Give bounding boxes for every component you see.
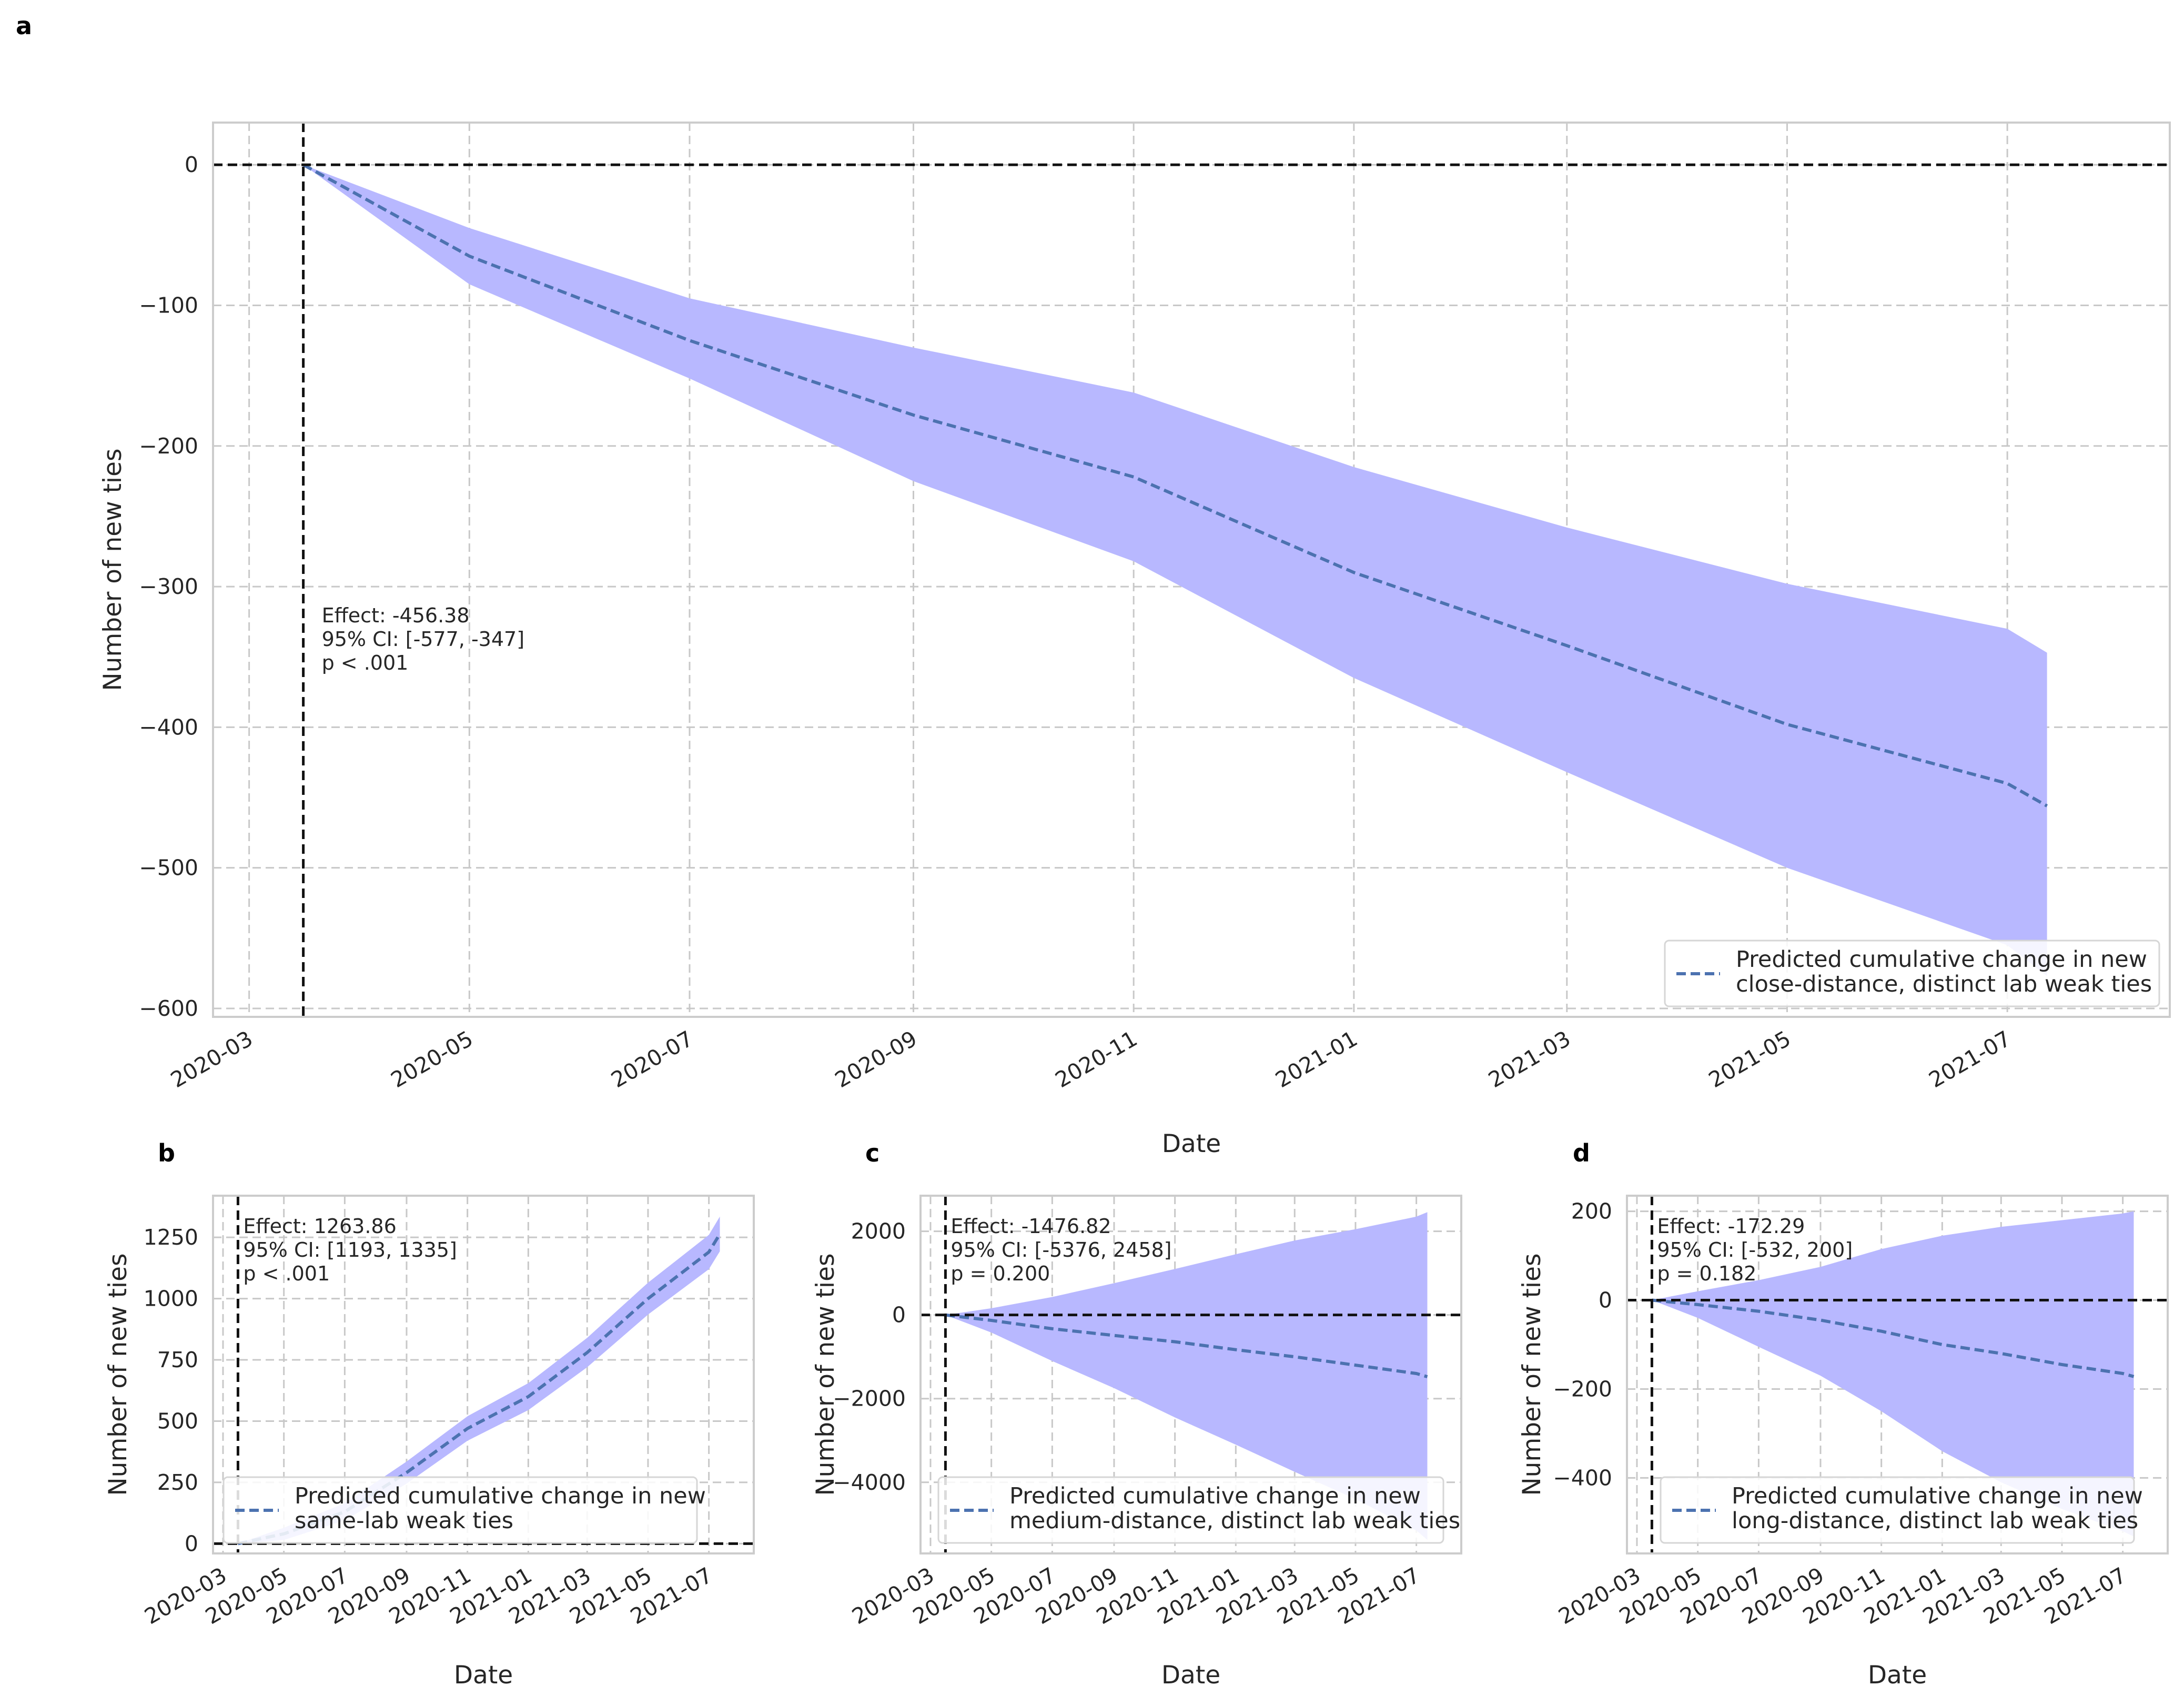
y-tick-label: 0 — [1599, 1288, 1612, 1313]
effect-annotation: p < .001 — [322, 651, 409, 674]
effect-annotation: 95% CI: [-532, 200] — [1657, 1238, 1853, 1261]
panel-b: b0250500750100012502020-032020-052020-07… — [104, 1139, 755, 1686]
x-tick-label: 2020-03 — [166, 1026, 257, 1093]
x-tick-label: 2021-05 — [1704, 1026, 1795, 1093]
x-tick-label: 2020-05 — [387, 1026, 477, 1093]
effect-annotation: p < .001 — [243, 1262, 330, 1285]
y-tick-label: −4000 — [833, 1470, 906, 1495]
x-tick-label: 2020-09 — [831, 1026, 921, 1093]
y-tick-label: 750 — [157, 1347, 198, 1372]
confidence-band — [945, 1212, 1428, 1540]
legend-label: Predicted cumulative change in new — [1732, 1483, 2143, 1509]
y-tick-label: −2000 — [833, 1386, 906, 1411]
plot-area — [1627, 1196, 2168, 1553]
effect-annotation: p = 0.182 — [1657, 1262, 1756, 1285]
x-tick-label: 2020-07 — [607, 1026, 697, 1093]
confidence-band — [303, 165, 2047, 976]
effect-annotation: 95% CI: [-577, -347] — [322, 628, 524, 651]
y-tick-label: 250 — [157, 1470, 198, 1495]
plot-frame — [212, 122, 2171, 1018]
y-tick-label: −200 — [139, 433, 198, 459]
plot-frame — [212, 1195, 755, 1554]
x-axis-label: Date — [1162, 1129, 1221, 1158]
x-tick-label: 2021-03 — [1484, 1026, 1574, 1093]
legend: Predicted cumulative change in newclose-… — [1664, 940, 2160, 1007]
panel-letter: a — [16, 12, 32, 40]
y-tick-label: −400 — [139, 714, 198, 740]
panel-letter: b — [158, 1139, 175, 1167]
y-tick-label: 0 — [892, 1303, 906, 1328]
y-tick-label: −400 — [1553, 1465, 1612, 1490]
panel-a: a 0 −100 −200 −300 −400 −500 −600 2020-03 2020-05… — [16, 12, 2171, 1158]
effect-annotation: Effect: -172.29 — [1657, 1215, 1805, 1238]
y-axis-label: Number of new ties — [98, 449, 127, 691]
panel-c: c20000−2000−40002020-032020-052020-07202… — [811, 1139, 1462, 1686]
x-axis-label: Date — [1868, 1661, 1927, 1686]
y-axis-label: Number of new ties — [811, 1254, 840, 1496]
panel-letter: c — [865, 1139, 879, 1167]
legend-label: Predicted cumulative change in new — [1736, 946, 2147, 973]
effect-annotation: 95% CI: [1193, 1335] — [243, 1238, 457, 1261]
effect-annotation: Effect: -1476.82 — [951, 1215, 1111, 1238]
legend: Predicted cumulative change in newmedium… — [937, 1476, 1460, 1544]
legend-label: long-distance, distinct lab weak ties — [1732, 1508, 2138, 1534]
legend: Predicted cumulative change in newlong-d… — [1660, 1476, 2143, 1544]
x-tick-label: 2021-07 — [1925, 1026, 2015, 1093]
plot-frame — [1626, 1195, 2169, 1554]
y-tick-label: 500 — [157, 1408, 198, 1433]
legend-box — [223, 1476, 698, 1544]
legend: Predicted cumulative change in newsame-l… — [223, 1476, 706, 1544]
legend-label: Predicted cumulative change in new — [295, 1483, 706, 1509]
plot-frame — [919, 1195, 1462, 1554]
x-tick-label: 2020-11 — [1051, 1026, 1141, 1093]
x-axis-label: Date — [454, 1661, 513, 1686]
panel-d: d2000−200−4002020-032020-052020-072020-0… — [1518, 1139, 2169, 1686]
predicted-line — [945, 1313, 1428, 1378]
predicted-line — [1652, 1298, 2135, 1378]
confidence-band — [1652, 1211, 2134, 1537]
y-tick-label: −600 — [139, 996, 198, 1021]
legend-label: same-lab weak ties — [295, 1508, 513, 1534]
y-tick-label: 1250 — [144, 1225, 198, 1250]
y-tick-label: −100 — [139, 292, 198, 318]
y-tick-label: −300 — [139, 574, 198, 599]
effect-annotation: Effect: -456.38 — [322, 604, 470, 627]
effect-annotation: 95% CI: [-5376, 2458] — [951, 1238, 1171, 1261]
legend-box — [1660, 1476, 2135, 1544]
legend-box — [937, 1476, 1444, 1544]
x-axis-label: Date — [1161, 1661, 1220, 1686]
legend-box — [1664, 940, 2160, 1007]
y-tick-label: 0 — [185, 1531, 198, 1556]
y-tick-label: 200 — [1571, 1199, 1612, 1224]
y-tick-label: −500 — [139, 855, 198, 881]
y-tick-label: −200 — [1553, 1376, 1612, 1401]
plot-area — [213, 123, 2170, 1017]
legend-label: medium-distance, distinct lab weak ties — [1009, 1508, 1460, 1534]
predicted-line — [302, 163, 2048, 807]
x-tick-label: 2021-01 — [1271, 1026, 1361, 1093]
y-tick-label: 2000 — [851, 1219, 906, 1244]
y-tick-label: 1000 — [144, 1286, 198, 1311]
y-axis-label: Number of new ties — [1518, 1254, 1546, 1496]
effect-annotation: Effect: 1263.86 — [243, 1215, 396, 1238]
y-tick-label: 0 — [185, 152, 198, 177]
y-axis-label: Number of new ties — [104, 1254, 133, 1496]
legend-label: close-distance, distinct lab weak ties — [1736, 971, 2152, 997]
effect-annotation: p = 0.200 — [951, 1262, 1050, 1285]
legend-label: Predicted cumulative change in new — [1009, 1483, 1421, 1509]
panel-letter: d — [1573, 1139, 1590, 1167]
